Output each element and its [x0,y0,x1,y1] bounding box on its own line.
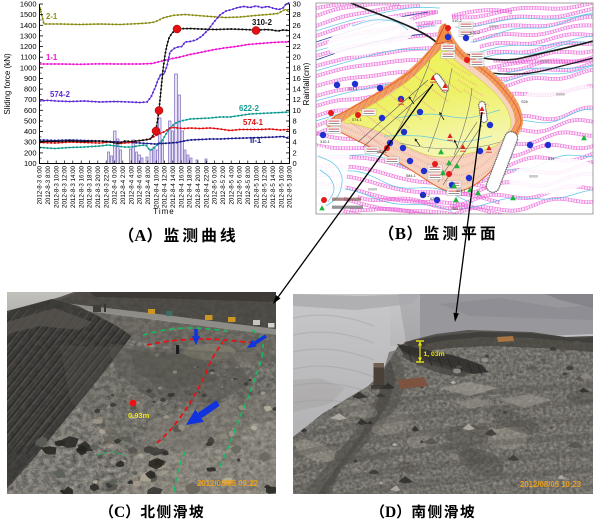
svg-text:2012-8-5 10:00: 2012-8-5 10:00 [253,165,260,208]
svg-text:A: A [134,226,146,245]
svg-text:1500: 1500 [20,10,37,19]
svg-text:310-1: 310-1 [320,140,330,144]
svg-text:Time: Time [153,207,174,216]
svg-text:1400: 1400 [20,21,37,30]
svg-text:6: 6 [293,127,297,136]
svg-text:200: 200 [24,148,37,157]
svg-text:8: 8 [293,117,297,126]
svg-text:584-4: 584-4 [452,207,462,211]
svg-text:2012-8-3 20:00: 2012-8-3 20:00 [95,165,102,208]
svg-text:400: 400 [24,127,37,136]
svg-text:2012-8-5 18:00: 2012-8-5 18:00 [287,165,294,208]
svg-text:310-2: 310-2 [452,19,462,23]
svg-text:622-2: 622-2 [239,104,260,113]
svg-text:1200: 1200 [20,42,37,51]
svg-text:1, 03m: 1, 03m [424,351,445,358]
svg-text:2012-8-5 12:00: 2012-8-5 12:00 [262,165,269,208]
svg-text:2012-8-4 6:00: 2012-8-4 6:00 [137,165,144,204]
svg-text:2012-8-3 12:00: 2012-8-3 12:00 [62,165,69,208]
svg-text:800: 800 [24,85,37,94]
svg-text:2012-8-4 4:00: 2012-8-4 4:00 [128,165,135,204]
svg-text:2012-8-3 14:00: 2012-8-3 14:00 [70,165,77,208]
svg-text:2012-8-3 22:00: 2012-8-3 22:00 [103,165,110,208]
svg-text:1600: 1600 [20,0,37,9]
svg-text:B: B [395,224,406,243]
svg-text:2012-8-4 20:00: 2012-8-4 20:00 [195,165,202,208]
svg-text:16: 16 [293,74,301,83]
svg-text:20: 20 [293,53,301,62]
svg-text:Sliding force (kN): Sliding force (kN) [3,53,12,115]
svg-text:2012-8-5 4:00: 2012-8-5 4:00 [228,165,235,204]
svg-text:2012-8-3 16:00: 2012-8-3 16:00 [78,165,85,208]
svg-text:2012-8-4 16:00: 2012-8-4 16:00 [178,165,185,208]
svg-text:322-2: 322-2 [420,194,430,198]
svg-text:622-2: 622-2 [470,31,480,35]
svg-text:1000: 1000 [20,63,37,72]
svg-text:1-1: 1-1 [46,53,58,62]
svg-text:2012-8-5 6:00: 2012-8-5 6:00 [237,165,244,204]
svg-text:2012-8-3 18:00: 2012-8-3 18:00 [87,165,94,208]
svg-text:1300: 1300 [20,31,37,40]
svg-text:2012-8-4 14:00: 2012-8-4 14:00 [170,165,177,208]
svg-text:2012-8-4 2:00: 2012-8-4 2:00 [120,165,127,204]
svg-text:1100: 1100 [20,53,36,62]
svg-text:4: 4 [293,138,297,147]
svg-text:2012-8-5 16:00: 2012-8-5 16:00 [278,165,285,208]
svg-text:2012/08/05 10:23: 2012/08/05 10:23 [520,480,582,489]
svg-text:900: 900 [24,74,37,83]
svg-text:26: 26 [293,21,301,30]
svg-text:2012-8-4 10:00: 2012-8-4 10:00 [153,165,160,208]
svg-text:2012/08/05 09:22: 2012/08/05 09:22 [197,479,259,488]
svg-text:28: 28 [293,10,301,19]
svg-text:2012-8-4 12:00: 2012-8-4 12:00 [162,165,169,208]
svg-text:314-1: 314-1 [348,87,358,91]
svg-text:2012-8-5 14:00: 2012-8-5 14:00 [270,165,277,208]
svg-text:2012-8-4 8:00: 2012-8-4 8:00 [145,165,152,204]
svg-text:22: 22 [293,42,301,51]
svg-text:2: 2 [293,148,297,157]
svg-text:C: C [114,504,125,521]
svg-text:2012-8-5 0:00: 2012-8-5 0:00 [212,165,219,204]
svg-text:574-1: 574-1 [352,118,362,122]
svg-text:622-3: 622-3 [430,197,440,201]
svg-text:104-1: 104-1 [456,189,466,193]
svg-text:500: 500 [24,117,37,126]
svg-text:D: D [385,504,396,521]
svg-text:S26: S26 [521,100,528,104]
svg-text:2012-8-3 6:00: 2012-8-3 6:00 [37,165,44,204]
svg-text:2012-8-5 8:00: 2012-8-5 8:00 [245,165,252,204]
svg-text:700: 700 [24,95,37,104]
svg-text:2012-8-3 10:00: 2012-8-3 10:00 [53,165,60,208]
svg-text:12: 12 [293,95,301,104]
svg-text:Rainfall(cm): Rainfall(cm) [302,62,311,105]
svg-text:10: 10 [293,106,301,115]
svg-text:II-1: II-1 [250,136,262,145]
svg-text:2012-8-4 0:00: 2012-8-4 0:00 [112,165,119,204]
svg-text:0: 0 [293,159,297,168]
svg-text:2-1: 2-1 [46,12,58,21]
svg-text:310-2: 310-2 [252,18,273,27]
svg-text:100: 100 [24,159,37,168]
svg-text:0.93m: 0.93m [128,411,150,420]
svg-text:18: 18 [293,63,301,72]
svg-text:14: 14 [293,85,301,94]
svg-text:574-1: 574-1 [243,118,264,127]
svg-text:622-1: 622-1 [377,150,387,154]
svg-text:584-1: 584-1 [406,174,416,178]
svg-text:600: 600 [24,106,37,115]
svg-text:24: 24 [293,31,301,40]
svg-text:514: 514 [548,157,554,161]
svg-text:2012-8-4 18:00: 2012-8-4 18:00 [187,165,194,208]
svg-text:30: 30 [293,0,301,9]
svg-text:2012-8-5 2:00: 2012-8-5 2:00 [220,165,227,204]
svg-text:2012-8-4 22:00: 2012-8-4 22:00 [203,165,210,208]
svg-text:300: 300 [24,138,37,147]
svg-text:2012-8-3 8:00: 2012-8-3 8:00 [45,165,52,204]
svg-text:574-2: 574-2 [50,90,71,99]
